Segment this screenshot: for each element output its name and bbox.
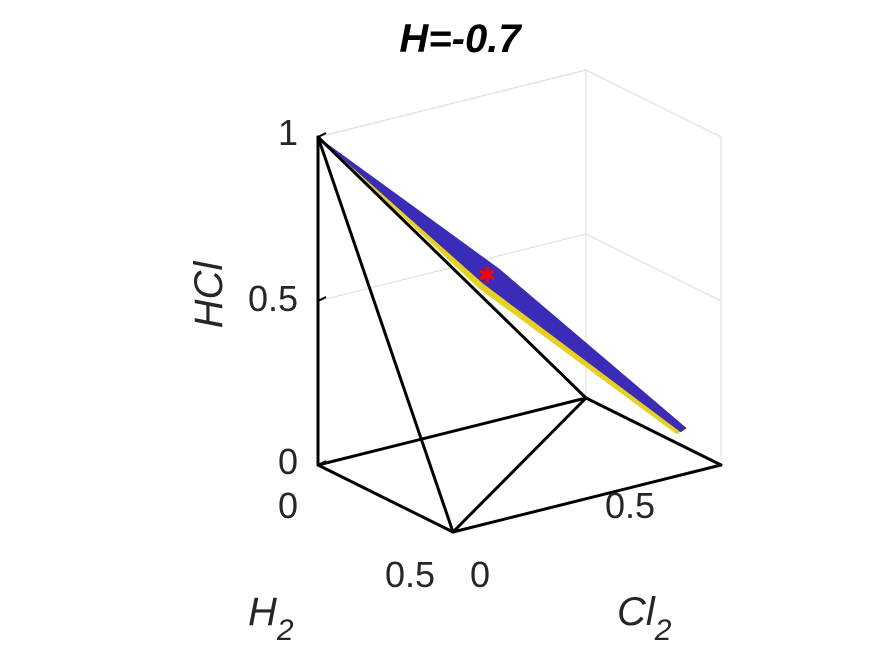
y-axis-label-main: Cl [617,590,656,634]
chart-title: H=-0.7 [399,17,522,61]
z-tick-mark [317,132,327,138]
z-tick-label: 0 [278,441,298,482]
y-axis-label-sub: 2 [654,614,672,647]
z-tick-mark [317,296,327,302]
z-tick-label: 1 [278,112,298,153]
y-tick-label: 0.5 [605,485,655,526]
simplex-edge [451,396,588,534]
marker-layer: ✱ [478,264,496,289]
grid-lines [317,69,722,466]
y-tick-label: 0 [470,554,490,595]
marker-point: ✱ [478,264,496,289]
solution-region [318,137,687,435]
simplex-edge [316,135,588,400]
z-tick-mark [317,460,327,466]
region-fill [318,137,687,433]
grid-line [585,233,722,302]
floor-edge [584,396,723,467]
x-axis-label-sub: 2 [276,614,294,647]
axis-box [316,132,723,534]
z-axis-label: HCl [187,261,231,329]
x-tick-label: 0.5 [385,554,435,595]
y-axis-line [451,463,723,534]
x-tick-label: 0 [278,485,298,526]
y-axis-label: Cl2 [617,590,672,647]
x-axis-label-main: H [248,590,277,634]
z-tick-label: 0.5 [248,278,298,319]
grid-line [317,69,587,138]
grid-line [585,69,722,138]
floor-edge [316,396,588,467]
simplex-edge [316,135,455,534]
x-axis-line [316,463,455,534]
x-axis-label: H2 [248,590,294,647]
simplex-edges [316,135,588,534]
